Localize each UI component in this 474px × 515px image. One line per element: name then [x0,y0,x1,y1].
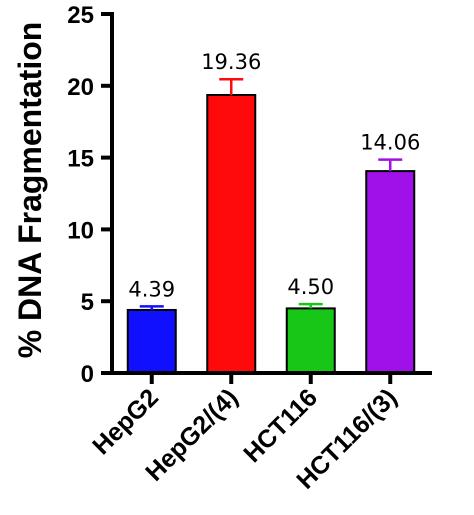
data-label: 4.39 [128,277,175,301]
data-label: 14.06 [360,131,420,155]
bar-hepg2-4 [206,93,257,375]
y-tick-label: 5 [81,289,94,316]
y-tick-label: 10 [67,217,94,244]
data-label: 19.36 [201,50,261,74]
y-tick-label: 0 [81,361,94,388]
data-label: 4.50 [287,275,334,299]
bars-group: 4.39 19.36 4.50 14.06 [126,50,420,375]
bar-hct116 [285,307,336,375]
y-axis: 0 5 10 15 20 25 [67,2,114,388]
y-tick-label: 25 [67,2,94,29]
x-tick-label: HepG2 [87,383,164,460]
y-axis-label: % DNA Fragmentation [12,22,48,359]
bar-hepg2 [126,308,177,374]
y-tick-label: 20 [67,74,94,101]
y-tick-label: 15 [67,146,94,173]
bar-hct116-3 [365,170,416,374]
